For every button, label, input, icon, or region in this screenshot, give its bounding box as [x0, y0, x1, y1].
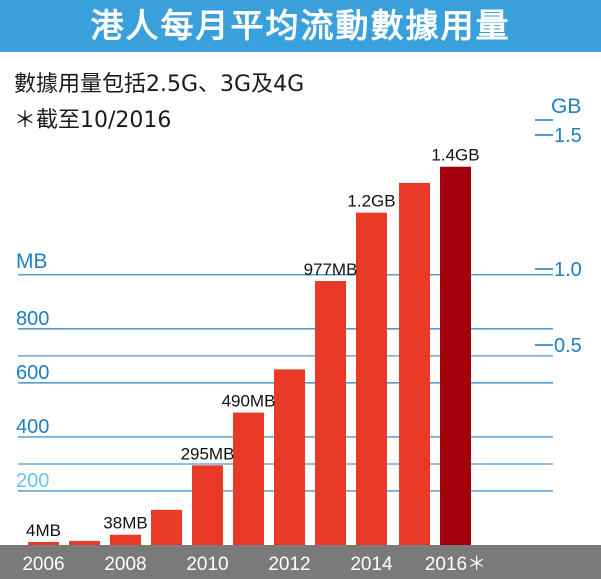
bar-2006 [28, 542, 59, 545]
right-tick-label: 0.5 [554, 335, 582, 357]
x-tick-label: 2014 [350, 554, 393, 575]
bar-2013 [315, 281, 346, 545]
note-data-scope: 數據用量包括2.5G、3G及4G [14, 72, 305, 97]
title-banner [0, 0, 601, 52]
bar-2009 [151, 509, 182, 545]
bar-2008 [110, 534, 141, 545]
x-tick-label: 2006 [22, 554, 64, 575]
right-axis-unit: GB [551, 95, 581, 118]
right-tick-label: 1.0 [554, 259, 582, 281]
data-label: 1.2GB [347, 192, 395, 211]
data-label: 4MB [26, 521, 61, 540]
bar-2010 [192, 465, 223, 545]
x-tick-label: 2012 [268, 554, 310, 575]
bar-2014 [356, 212, 387, 546]
bar-2012 [274, 369, 305, 545]
bar-2015 [399, 182, 430, 545]
x-tick-label: 2008 [104, 554, 146, 575]
left-tick-label: 600 [16, 362, 49, 384]
chart-title: 港人每月平均流動數據用量 [90, 6, 511, 45]
data-label: 977MB [304, 260, 358, 279]
x-tick-label: 2010 [186, 554, 228, 575]
right-tick-label: 1.5 [554, 125, 582, 147]
left-tick-label: 200 [16, 470, 49, 492]
left-axis-unit: MB [16, 250, 48, 273]
x-tick-label: 2016＊ [425, 554, 486, 575]
data-label: 490MB [222, 392, 276, 411]
bar-2007 [69, 540, 100, 545]
data-label: 295MB [181, 444, 235, 463]
left-tick-label: 400 [16, 416, 49, 438]
x-axis-band [0, 545, 601, 579]
data-label: 38MB [103, 514, 147, 533]
left-tick-label: 800 [16, 308, 49, 330]
bar-2011 [233, 412, 264, 545]
bar-2016 [440, 166, 471, 545]
data-label: 1.4GB [431, 146, 479, 165]
note-cutoff-date: ＊截至10/2016 [14, 108, 172, 133]
